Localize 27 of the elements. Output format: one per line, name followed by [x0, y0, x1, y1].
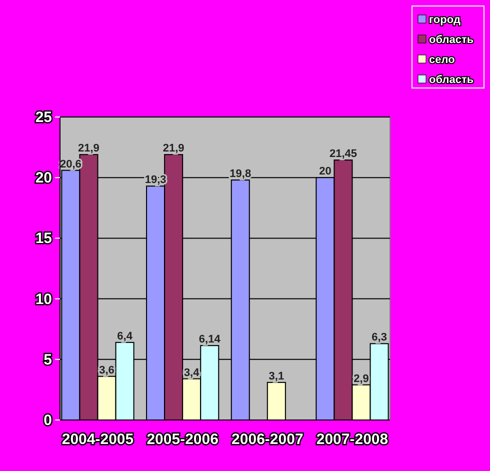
data-label: 19,8 [230, 168, 252, 180]
bar [266, 382, 286, 420]
data-label: 3,1 [268, 370, 284, 382]
data-label: 3,6 [99, 364, 114, 376]
x-tick-label: 2004-2005 [62, 431, 134, 448]
y-tick-label: 5 [44, 351, 52, 368]
x-tick-label: 2006-2007 [232, 431, 304, 448]
y-tick-label: 15 [35, 230, 52, 248]
x-tick-label: 2007-2008 [316, 431, 388, 448]
data-label: 6,3 [372, 332, 387, 344]
legend-label: область [429, 34, 474, 46]
data-label: 6,14 [198, 334, 222, 346]
x-tick-label: 2005-2006 [146, 431, 218, 448]
y-tick-label: 10 [35, 290, 52, 308]
legend-label: область [429, 74, 474, 86]
y-tick-label: 25 [35, 109, 52, 126]
legend-label: город [429, 14, 460, 26]
data-label: 2,9 [354, 372, 369, 385]
y-tick-label: 20 [35, 170, 52, 187]
data-label: 21,9 [78, 142, 100, 155]
y-tick-label: 0 [44, 412, 52, 429]
data-label: 21,45 [329, 148, 357, 160]
data-label: 21,9 [162, 142, 184, 155]
data-label: 3,4 [184, 366, 200, 379]
legend-label: село [429, 54, 456, 66]
data-label: 20 [319, 166, 332, 178]
data-label: 6,4 [117, 330, 134, 342]
